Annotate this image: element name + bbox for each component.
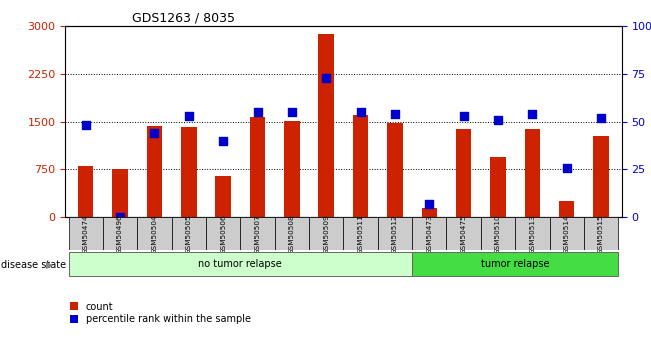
Bar [412,217,447,250]
Bar [137,217,172,250]
Text: no tumor relapse: no tumor relapse [199,259,282,269]
Bar [103,217,137,250]
Text: tumor relapse: tumor relapse [481,259,549,269]
Bar [447,217,481,250]
Bar [181,127,197,217]
Point [424,201,434,207]
Bar [481,217,515,250]
Bar [525,129,540,217]
Text: GSM50496: GSM50496 [117,214,123,254]
Text: GSM50508: GSM50508 [289,214,295,254]
Bar [146,126,162,217]
Text: GSM50515: GSM50515 [598,214,604,254]
Bar [490,157,506,217]
Bar [275,217,309,250]
Bar [206,217,240,250]
Text: GSM50507: GSM50507 [255,214,260,254]
Point [493,117,503,122]
Bar [343,217,378,250]
Bar [113,169,128,217]
Text: disease state: disease state [1,260,66,270]
Point [458,113,469,119]
Bar [387,123,403,217]
Bar [68,252,412,276]
Text: GSM50505: GSM50505 [186,214,192,254]
Text: GSM50513: GSM50513 [529,214,535,254]
Point [149,130,159,136]
Bar [515,217,549,250]
Bar [309,217,344,250]
Bar [68,217,103,250]
Point [81,123,91,128]
Bar [284,121,299,217]
Text: GSM50504: GSM50504 [152,214,158,254]
Bar [549,217,584,250]
Text: ▶: ▶ [46,260,54,270]
Text: GSM50506: GSM50506 [220,214,226,254]
Text: GSM50511: GSM50511 [357,214,363,254]
Text: GSM50474: GSM50474 [83,214,89,254]
Bar [353,115,368,217]
Point [184,113,194,119]
Text: GSM50510: GSM50510 [495,214,501,254]
Bar [412,252,618,276]
Point [527,111,538,117]
Point [562,165,572,170]
Legend: count, percentile rank within the sample: count, percentile rank within the sample [70,302,251,325]
Text: GSM50514: GSM50514 [564,214,570,254]
Bar [559,201,574,217]
Text: GDS1263 / 8035: GDS1263 / 8035 [132,12,235,25]
Bar [584,217,618,250]
Point [253,109,263,115]
Point [355,109,366,115]
Point [321,75,331,80]
Bar [250,117,265,217]
Bar [172,217,206,250]
Bar [422,208,437,217]
Bar [318,33,334,217]
Text: GSM50509: GSM50509 [324,214,329,254]
Point [218,138,229,144]
Bar [78,166,94,217]
Point [115,215,125,220]
Bar [215,176,231,217]
Point [286,109,297,115]
Text: GSM50475: GSM50475 [461,214,467,254]
Point [596,115,606,120]
Text: GSM50512: GSM50512 [392,214,398,254]
Text: GSM50473: GSM50473 [426,214,432,254]
Point [390,111,400,117]
Bar [456,129,471,217]
Bar [378,217,412,250]
Bar [240,217,275,250]
Bar [593,136,609,217]
